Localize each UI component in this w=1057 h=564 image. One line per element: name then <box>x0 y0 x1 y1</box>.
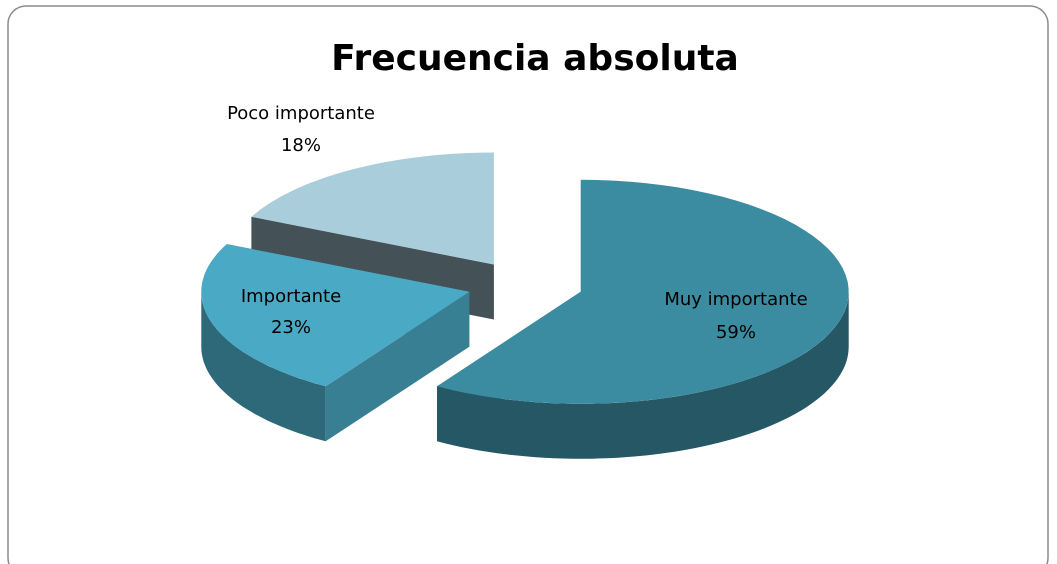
slice <box>437 179 849 404</box>
slice-label: Poco importante <box>227 103 375 124</box>
slice-label: Muy importante <box>664 289 807 310</box>
slice <box>251 152 494 265</box>
slice-value-label: 59% <box>716 322 756 343</box>
slice-value-label: 18% <box>281 135 321 156</box>
slice-label: Importante <box>241 286 341 307</box>
chart-frame <box>7 5 1049 564</box>
slice-wall <box>201 291 326 442</box>
pie <box>201 152 849 459</box>
slice <box>201 244 470 387</box>
chart-title: Frecuencia absoluta <box>331 38 739 79</box>
slice-wall <box>437 291 849 459</box>
slice-value-label: 23% <box>271 317 311 338</box>
